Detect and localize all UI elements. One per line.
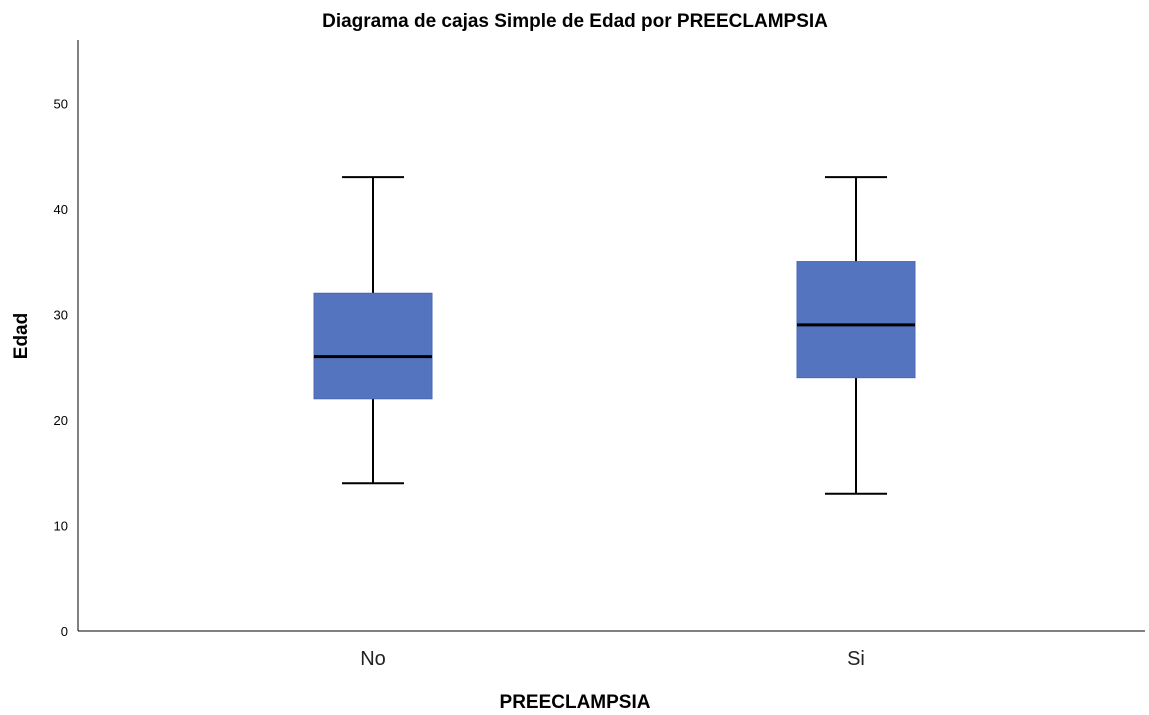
- x-tick-label: Si: [847, 648, 865, 670]
- x-tick-label: No: [360, 648, 386, 670]
- x-axis-title: PREECLAMPSIA: [500, 692, 651, 713]
- iqr-box: [796, 261, 916, 379]
- y-tick-label: 0: [61, 624, 68, 639]
- chart-title: Diagrama de cajas Simple de Edad por PRE…: [322, 11, 828, 32]
- boxes: [313, 176, 916, 495]
- y-tick-label: 20: [54, 413, 68, 428]
- y-tick-label: 30: [54, 307, 68, 322]
- y-axis-title: Edad: [11, 313, 32, 359]
- y-tick-label: 40: [54, 202, 68, 217]
- iqr-box: [313, 292, 433, 400]
- y-tick-label: 50: [54, 96, 68, 111]
- axes: 0 10 20 30 40 50 No Si: [54, 40, 1145, 670]
- y-tick-label: 10: [54, 518, 68, 533]
